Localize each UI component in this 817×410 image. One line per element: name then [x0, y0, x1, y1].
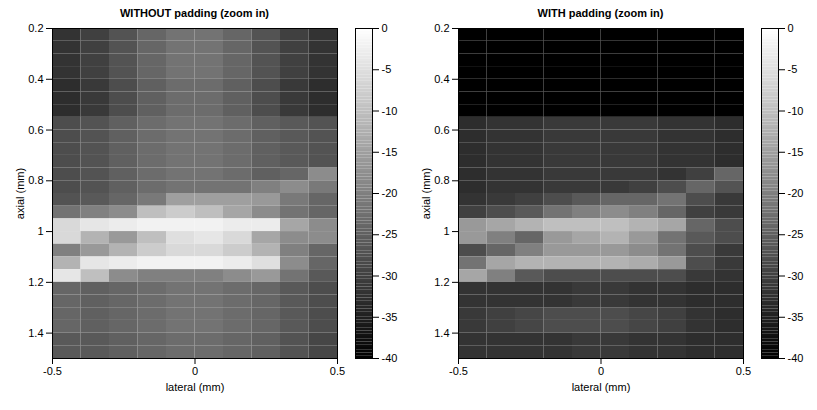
svg-text:-30: -30	[788, 270, 804, 282]
svg-text:-10: -10	[788, 105, 804, 117]
svg-text:0.4: 0.4	[434, 73, 449, 85]
svg-text:-35: -35	[788, 311, 804, 323]
svg-text:-5: -5	[382, 63, 392, 75]
svg-text:1: 1	[37, 225, 43, 237]
svg-text:0.8: 0.8	[28, 174, 43, 186]
svg-text:-20: -20	[382, 187, 398, 199]
svg-text:0.2: 0.2	[434, 22, 449, 34]
svg-text:axial (mm): axial (mm)	[420, 168, 432, 219]
svg-text:1.4: 1.4	[434, 327, 449, 339]
svg-text:-20: -20	[788, 187, 804, 199]
svg-text:0.5: 0.5	[736, 365, 751, 377]
svg-text:-40: -40	[788, 352, 804, 364]
svg-text:axial (mm): axial (mm)	[14, 168, 26, 219]
svg-text:0.8: 0.8	[434, 174, 449, 186]
svg-text:1.2: 1.2	[28, 276, 43, 288]
html-text:WITH padding (zoom in): WITH padding (zoom in)	[537, 7, 664, 19]
svg-text:0.6: 0.6	[434, 124, 449, 136]
svg-text:0: 0	[598, 365, 604, 377]
svg-text:1.2: 1.2	[434, 276, 449, 288]
svg-text:lateral (mm): lateral (mm)	[166, 381, 225, 393]
svg-text:0: 0	[192, 365, 198, 377]
svg-text:-15: -15	[788, 146, 804, 158]
svg-text:-0.5: -0.5	[449, 365, 468, 377]
svg-text:-25: -25	[382, 228, 398, 240]
svg-text:-25: -25	[788, 228, 804, 240]
svg-text:-5: -5	[788, 63, 798, 75]
svg-text:-15: -15	[382, 146, 398, 158]
svg-text:-40: -40	[382, 352, 398, 364]
html-text:WITHOUT padding (zoom in): WITHOUT padding (zoom in)	[120, 7, 269, 19]
svg-text:0.2: 0.2	[28, 22, 43, 34]
svg-text:1: 1	[443, 225, 449, 237]
svg-text:1.4: 1.4	[28, 327, 43, 339]
svg-text:0.4: 0.4	[28, 73, 43, 85]
svg-text:0.5: 0.5	[330, 365, 345, 377]
svg-text:-35: -35	[382, 311, 398, 323]
svg-text:0.6: 0.6	[28, 124, 43, 136]
svg-text:-10: -10	[382, 105, 398, 117]
svg-text:lateral (mm): lateral (mm)	[572, 381, 631, 393]
svg-text:-30: -30	[382, 270, 398, 282]
svg-text:0: 0	[788, 22, 794, 34]
svg-text:0: 0	[382, 22, 388, 34]
svg-text:-0.5: -0.5	[43, 365, 62, 377]
